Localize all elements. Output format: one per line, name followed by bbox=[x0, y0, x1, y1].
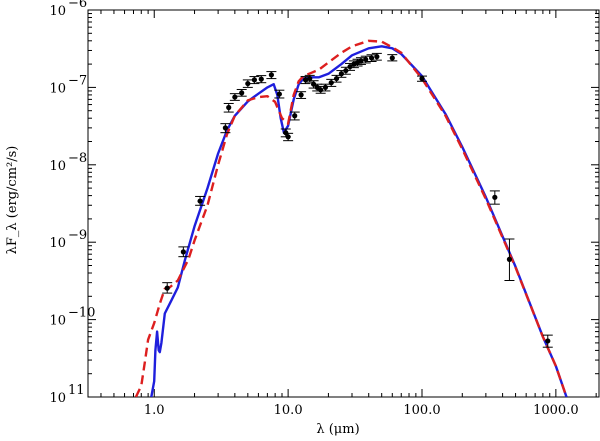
data-point bbox=[251, 77, 258, 83]
data-point bbox=[374, 53, 380, 60]
data-point bbox=[258, 76, 264, 82]
y-tick-exponent: 11 bbox=[68, 383, 85, 398]
data-point bbox=[245, 80, 251, 87]
data-point bbox=[197, 198, 203, 204]
y-tick-exponent: −8 bbox=[68, 151, 87, 166]
data-point bbox=[298, 92, 304, 98]
y-tick-label: 10 bbox=[49, 236, 66, 251]
data-point bbox=[276, 91, 282, 97]
plot-frame bbox=[87, 9, 600, 398]
x-tick-label: 1000.0 bbox=[533, 403, 579, 418]
data-point bbox=[363, 56, 369, 63]
y-tick-exponent: −9 bbox=[68, 228, 87, 243]
data-point bbox=[419, 75, 425, 82]
data-point bbox=[239, 90, 245, 96]
data-point bbox=[302, 77, 309, 83]
data-point bbox=[285, 134, 291, 140]
y-tick-label: 10 bbox=[49, 4, 66, 19]
axis-ticks bbox=[88, 9, 599, 398]
data-point bbox=[318, 87, 324, 93]
data-point bbox=[226, 104, 232, 111]
x-tick-label: 10.0 bbox=[274, 403, 303, 418]
plot-area bbox=[134, 39, 568, 397]
series-line-model-solid bbox=[150, 45, 568, 397]
data-point bbox=[164, 285, 170, 291]
y-tick-label: 10 bbox=[49, 314, 66, 329]
data-point bbox=[232, 94, 238, 100]
y-tick-label: 10 bbox=[49, 81, 66, 96]
data-point bbox=[368, 55, 375, 61]
x-axis-label: λ (μm) bbox=[316, 422, 359, 437]
series-line-model-dashed bbox=[134, 39, 568, 397]
data-point bbox=[268, 72, 274, 78]
data-point bbox=[333, 75, 340, 82]
y-tick-exponent: −7 bbox=[68, 73, 87, 88]
y-tick-exponent: −6 bbox=[68, 0, 87, 11]
y-axis-label: λF_λ (erg/cm²/s) bbox=[5, 146, 20, 255]
x-tick-label: 1.0 bbox=[144, 403, 165, 418]
y-tick-exponent: −10 bbox=[68, 306, 95, 321]
data-point bbox=[283, 130, 289, 136]
x-tick-labels: 1.0 10.0 100.0 1000.0 bbox=[144, 403, 579, 418]
data-point bbox=[389, 55, 395, 61]
data-point bbox=[292, 113, 298, 119]
data-point bbox=[545, 338, 551, 344]
data-point bbox=[222, 125, 228, 131]
y-tick-label: 10 bbox=[49, 391, 66, 406]
data-point bbox=[358, 58, 364, 64]
data-point bbox=[506, 256, 513, 262]
data-point bbox=[307, 75, 313, 82]
data-point bbox=[492, 194, 498, 200]
data-point bbox=[180, 249, 186, 255]
x-tick-label: 100.0 bbox=[403, 403, 440, 418]
y-tick-label: 10 bbox=[49, 159, 66, 174]
data-point bbox=[328, 80, 334, 86]
data-point bbox=[322, 84, 329, 90]
